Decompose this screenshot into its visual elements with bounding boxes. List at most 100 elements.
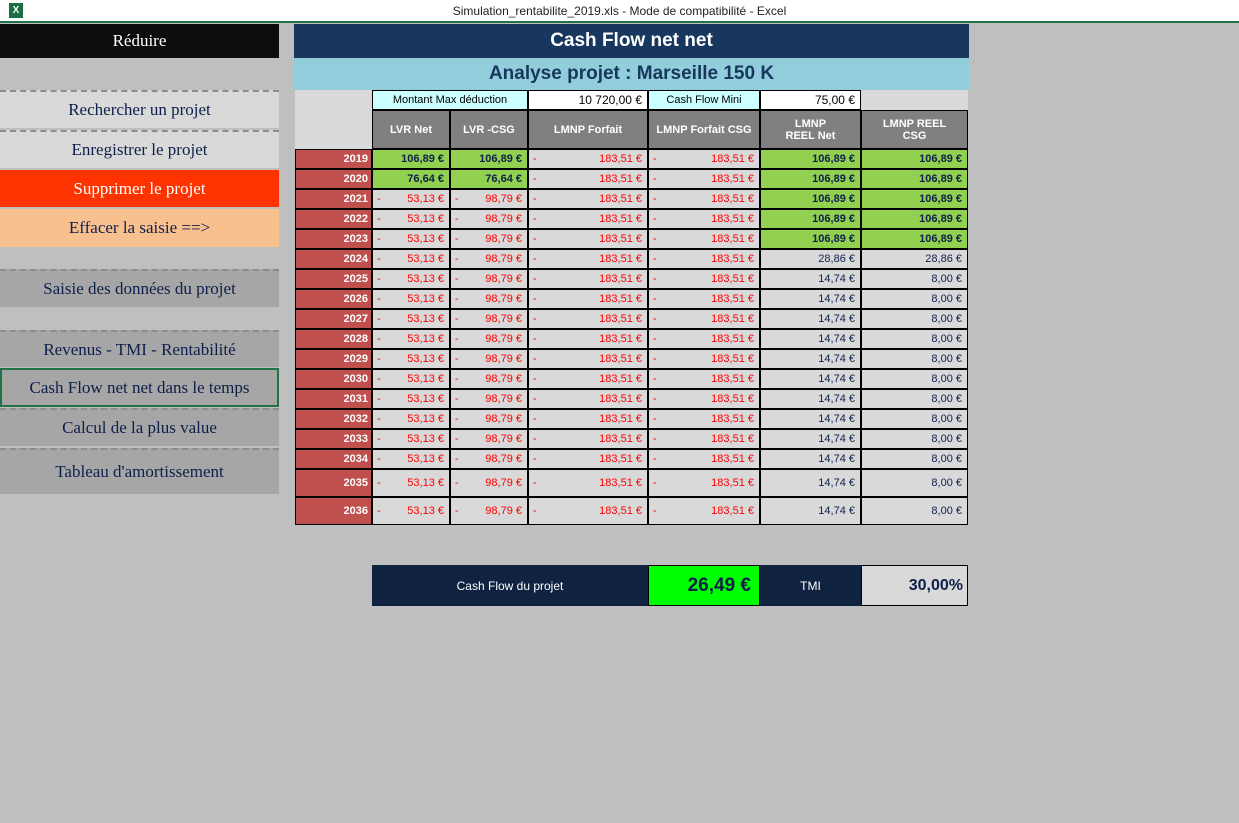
cell-value: 98,79 € (485, 193, 522, 205)
sidebar-item-7[interactable]: Cash Flow net net dans le temps (0, 368, 279, 407)
cell-value: 76,64 € (407, 173, 444, 185)
cell-value: 183,51 € (711, 477, 754, 489)
cell-value: 2019 (343, 153, 368, 165)
sidebar-item-3[interactable]: Supprimer le projet (0, 170, 279, 207)
cell-value: 106,89 € (919, 193, 962, 205)
minus-sign: - (533, 433, 537, 445)
cell-value: 183,51 € (711, 353, 754, 365)
lmnp-reel-csg-cell: 8,00 € (861, 329, 968, 349)
lvr-net-cell: - 53,13 € (372, 269, 450, 289)
lmnp-reel-csg-cell: 106,89 € (861, 189, 968, 209)
cell-value: 8,00 € (931, 293, 962, 305)
lmnp-reel-net-cell: 106,89 € (760, 229, 861, 249)
cell-value: 53,13 € (407, 193, 444, 205)
minus-sign: - (533, 173, 537, 185)
cell-value: 183,51 € (599, 453, 642, 465)
cell-value: 53,13 € (407, 453, 444, 465)
cell-value: 53,13 € (407, 253, 444, 265)
minus-sign: - (533, 413, 537, 425)
cash-flow-mini-value[interactable]: 75,00 € (760, 90, 861, 110)
year-cell: 2034 (295, 449, 372, 469)
minus-sign: - (533, 393, 537, 405)
minus-sign: - (455, 433, 459, 445)
cell-value: 53,13 € (407, 477, 444, 489)
cell-value: 106,89 € (812, 173, 855, 185)
cell-value: 98,79 € (485, 393, 522, 405)
lmnp-forfait-cell: - 183,51 € (528, 289, 648, 309)
cell-value: 183,51 € (599, 333, 642, 345)
sidebar-item-8[interactable]: Calcul de la plus value (0, 408, 279, 446)
cell-value: 14,74 € (818, 393, 855, 405)
lmnp-forfait-csg-cell: - 183,51 € (648, 369, 760, 389)
minus-sign: - (653, 413, 657, 425)
cell-value: 14,74 € (818, 413, 855, 425)
cell-value: 98,79 € (485, 333, 522, 345)
cell-value: 183,51 € (599, 313, 642, 325)
lmnp-forfait-cell: - 183,51 € (528, 369, 648, 389)
minus-sign: - (377, 213, 381, 225)
cell-value: 183,51 € (711, 273, 754, 285)
minus-sign: - (377, 293, 381, 305)
cell-value: 2029 (343, 353, 368, 365)
minus-sign: - (377, 333, 381, 345)
minus-sign: - (377, 505, 381, 517)
lvr-net-cell: - 53,13 € (372, 429, 450, 449)
sidebar-item-1[interactable]: Rechercher un projet (0, 90, 279, 128)
cell-value: 28,86 € (925, 253, 962, 265)
cell-value: 53,13 € (407, 393, 444, 405)
cell-value: 8,00 € (931, 333, 962, 345)
minus-sign: - (653, 253, 657, 265)
minus-sign: - (653, 233, 657, 245)
minus-sign: - (455, 505, 459, 517)
reduce-button[interactable]: Réduire (0, 24, 279, 58)
lmnp-forfait-csg-cell: - 183,51 € (648, 349, 760, 369)
sidebar-item-5[interactable]: Saisie des données du projet (0, 269, 279, 307)
cell-value: 183,51 € (599, 173, 642, 185)
minus-sign: - (653, 173, 657, 185)
title-bar: X Simulation_rentabilite_2019.xls - Mode… (0, 0, 1239, 23)
lvr-csg-cell: - 98,79 € (450, 429, 528, 449)
minus-sign: - (653, 273, 657, 285)
cell-value: 183,51 € (599, 353, 642, 365)
lmnp-reel-csg-cell: 8,00 € (861, 369, 968, 389)
lmnp-reel-net-cell: 106,89 € (760, 209, 861, 229)
lmnp-forfait-csg-cell: - 183,51 € (648, 149, 760, 169)
cell-value: 8,00 € (931, 373, 962, 385)
cell-value: 183,51 € (711, 253, 754, 265)
cell-value: 106,89 € (919, 153, 962, 165)
lmnp-forfait-csg-cell: - 183,51 € (648, 429, 760, 449)
lmnp-forfait-cell: - 183,51 € (528, 469, 648, 497)
minus-sign: - (533, 153, 537, 165)
cell-value: 2031 (343, 393, 368, 405)
lmnp-forfait-csg-cell: - 183,51 € (648, 289, 760, 309)
cell-value: 98,79 € (485, 373, 522, 385)
excel-icon: X (9, 3, 23, 18)
lmnp-reel-csg-cell: 8,00 € (861, 389, 968, 409)
minus-sign: - (377, 453, 381, 465)
lvr-csg-cell: 76,64 € (450, 169, 528, 189)
cell-value: 2025 (343, 273, 368, 285)
sidebar-item-9[interactable]: Tableau d'amortissement (0, 448, 279, 494)
max-deduction-value[interactable]: 10 720,00 € (528, 90, 648, 110)
cell-value: 2032 (343, 413, 368, 425)
year-cell: 2036 (295, 497, 372, 525)
cell-value: 98,79 € (485, 213, 522, 225)
minus-sign: - (455, 393, 459, 405)
minus-sign: - (377, 193, 381, 205)
minus-sign: - (455, 233, 459, 245)
lmnp-forfait-cell: - 183,51 € (528, 189, 648, 209)
sidebar-item-4[interactable]: Effacer la saisie ==> (0, 209, 279, 247)
lvr-csg-cell: - 98,79 € (450, 409, 528, 429)
cell-value: 2035 (343, 477, 368, 489)
project-cash-flow-value: 26,49 € (648, 565, 760, 606)
cell-value: 2028 (343, 333, 368, 345)
sidebar-item-2[interactable]: Enregistrer le projet (0, 130, 279, 168)
sidebar-item-6[interactable]: Revenus - TMI - Rentabilité (0, 330, 279, 367)
cell-value: 2030 (343, 373, 368, 385)
tmi-value[interactable]: 30,00% (861, 565, 968, 606)
lvr-csg-cell: - 98,79 € (450, 249, 528, 269)
lmnp-reel-csg-cell: 8,00 € (861, 469, 968, 497)
minus-sign: - (377, 253, 381, 265)
lvr-csg-cell: - 98,79 € (450, 449, 528, 469)
minus-sign: - (455, 333, 459, 345)
